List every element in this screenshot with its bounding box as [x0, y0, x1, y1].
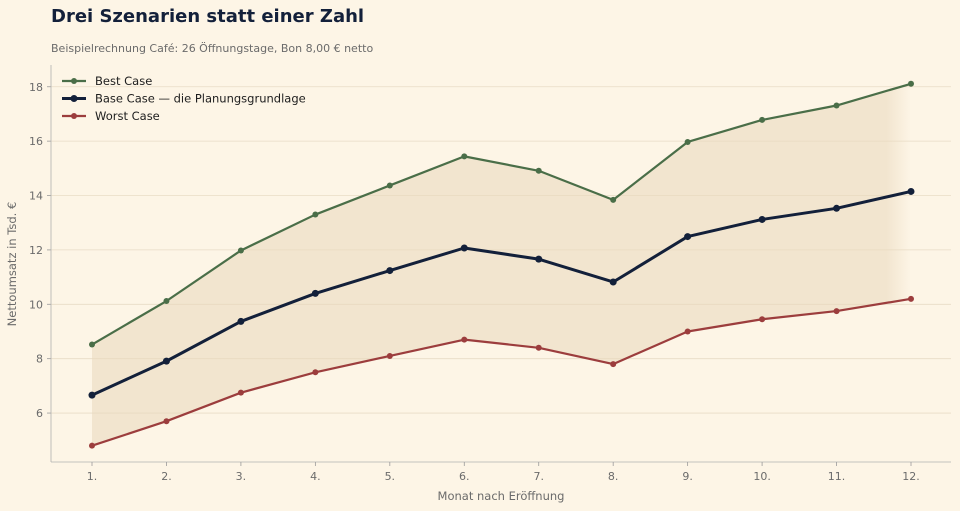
y-tick-label: 12: [29, 244, 43, 257]
data-point: [908, 80, 914, 87]
data-point: [89, 442, 95, 449]
x-tick-label: 11.: [828, 470, 846, 483]
series-line-0: [91, 82, 912, 346]
x-tick-label: 4.: [310, 470, 321, 483]
data-point: [833, 102, 840, 109]
data-point: [386, 352, 393, 359]
series-line-1: [91, 189, 912, 397]
legend-entry: Worst Case: [95, 109, 160, 123]
data-point: [386, 182, 393, 189]
y-axis-label: Nettoumsatz in Tsd. €: [5, 202, 19, 327]
data-point: [610, 361, 617, 368]
data-point: [684, 233, 692, 241]
data-point: [237, 247, 244, 254]
y-tick-label: 8: [36, 353, 43, 366]
data-point: [684, 138, 691, 145]
data-point: [833, 204, 841, 212]
legend-entry: Best Case: [95, 74, 152, 88]
x-tick-label: 5.: [385, 470, 396, 483]
data-point: [610, 196, 617, 203]
data-point: [460, 244, 468, 252]
x-axis-label: Monat nach Eröffnung: [438, 489, 565, 503]
data-point: [237, 389, 244, 396]
x-tick-label: 2.: [161, 470, 172, 483]
data-point: [386, 267, 394, 275]
data-point: [312, 369, 319, 376]
y-tick-label: 10: [29, 298, 43, 311]
data-point: [89, 341, 95, 348]
data-point: [163, 418, 170, 425]
data-point: [237, 317, 245, 325]
legend-swatch-marker: [71, 78, 77, 84]
x-tick-label: 9.: [682, 470, 693, 483]
data-point: [535, 167, 542, 174]
data-point: [609, 278, 617, 286]
data-point: [88, 391, 96, 399]
data-point: [907, 187, 915, 195]
chart-title: Drei Szenarien statt einer Zahl: [51, 6, 364, 27]
data-point: [684, 328, 691, 335]
x-tick-label: 12.: [902, 470, 920, 483]
data-point: [163, 298, 170, 305]
x-tick-label: 3.: [236, 470, 247, 483]
data-point: [759, 116, 766, 123]
axes: 6 8 10 12 14 16 18 1. 2. 3. 4. 5. 6. 7. 8. 9. 10. 11. 12.: [29, 65, 951, 483]
x-tick-label: 6.: [459, 470, 470, 483]
data-point: [535, 344, 542, 351]
legend-entry: Base Case — die Planungsgrundlage: [95, 92, 306, 106]
data-point: [833, 308, 840, 315]
x-tick-label: 10.: [753, 470, 771, 483]
data-point: [461, 336, 468, 343]
x-tick-label: 1.: [87, 470, 98, 483]
legend: Best Case Base Case — die Planungsgrundla…: [62, 74, 306, 123]
series-line-2: [91, 297, 912, 447]
x-tick-label: 7.: [533, 470, 544, 483]
data-point: [461, 153, 468, 160]
y-tick-label: 18: [29, 81, 43, 94]
legend-swatch-marker: [70, 95, 78, 102]
y-tick-label: 16: [29, 135, 43, 148]
chart-subtitle: Beispielrechnung Café: 26 Öffnungstage, …: [51, 42, 373, 55]
data-point: [312, 211, 319, 218]
data-point: [162, 357, 170, 365]
scenario-band: [92, 83, 911, 446]
legend-swatch-marker: [71, 113, 77, 119]
data-point: [758, 215, 766, 223]
data-point: [908, 295, 914, 302]
data-point: [759, 316, 766, 323]
data-point: [535, 255, 543, 263]
x-tick-label: 8.: [608, 470, 619, 483]
y-tick-label: 6: [36, 407, 43, 420]
data-point: [311, 289, 319, 297]
series-group: [88, 80, 915, 449]
y-tick-label: 14: [29, 190, 43, 203]
